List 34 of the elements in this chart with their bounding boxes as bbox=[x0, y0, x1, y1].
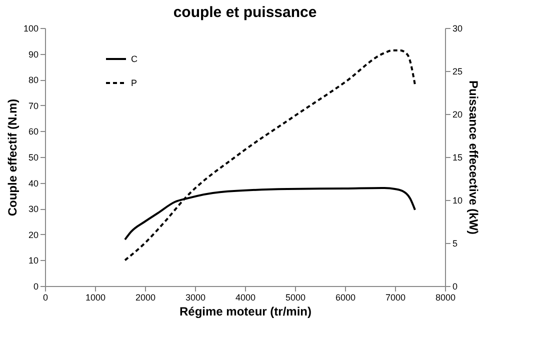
x-tick-label: 0 bbox=[42, 292, 48, 302]
legend-label: C bbox=[131, 54, 138, 64]
y-tick-label: 10 bbox=[28, 256, 38, 266]
x-tick-label: 1000 bbox=[85, 292, 106, 302]
y-tick-label: 60 bbox=[28, 126, 38, 137]
y2-tick-label: 0 bbox=[452, 282, 458, 292]
y-axis-title: Couple effectif (N.m) bbox=[5, 98, 20, 216]
y-tick-label: 80 bbox=[28, 75, 38, 86]
x-tick-label: 3000 bbox=[185, 292, 206, 302]
y2-tick-label: 5 bbox=[452, 238, 458, 248]
y-tick-label: 90 bbox=[28, 49, 38, 60]
y2-tick-label: 25 bbox=[452, 66, 463, 76]
y2-axis-title: Puissance effecective (kW) bbox=[466, 80, 481, 235]
y-tick-label: 40 bbox=[28, 178, 38, 188]
y2-tick-label: 10 bbox=[452, 196, 463, 206]
x-tick-label: 7000 bbox=[385, 292, 406, 302]
x-tick-label: 2000 bbox=[135, 292, 156, 302]
y-tick-label: 0 bbox=[33, 282, 38, 292]
legend-label: P bbox=[131, 78, 138, 88]
x-tick-label: 5000 bbox=[285, 292, 306, 302]
y-tick-label: 100 bbox=[23, 24, 38, 34]
y2-tick-label: 15 bbox=[452, 152, 463, 162]
y-tick-label: 20 bbox=[28, 230, 38, 240]
x-tick-label: 8000 bbox=[435, 292, 456, 302]
y2-tick-label: 30 bbox=[452, 24, 463, 34]
y-tick-label: 30 bbox=[28, 204, 38, 214]
y-tick-label: 50 bbox=[28, 152, 38, 162]
x-tick-label: 4000 bbox=[235, 292, 256, 302]
x-tick-label: 6000 bbox=[335, 292, 356, 302]
line-series bbox=[124, 49, 416, 262]
y-tick-label: 70 bbox=[28, 100, 38, 111]
y2-tick-label: 20 bbox=[452, 110, 463, 120]
x-axis-title: Régime moteur (tr/min) bbox=[179, 304, 312, 318]
chart-title: couple et puissance bbox=[173, 4, 317, 21]
